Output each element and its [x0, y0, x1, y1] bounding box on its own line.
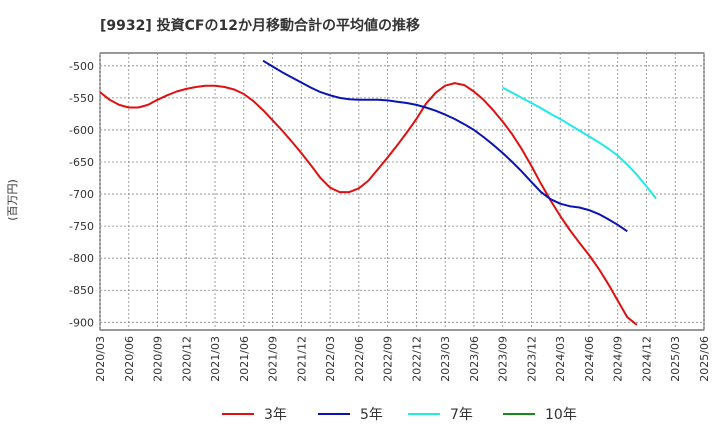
legend: 3年 5年 7年 10年 — [222, 407, 577, 423]
plot-area — [99, 52, 705, 331]
y-tick-label: -750 — [69, 220, 94, 233]
series-line — [262, 59, 628, 233]
x-tick-label: 2024/09 — [612, 336, 625, 382]
x-tick-label: 2021/03 — [209, 336, 222, 382]
x-tick-label: 2021/09 — [267, 336, 280, 382]
x-tick-label: 2024/06 — [583, 336, 596, 382]
x-tick-label: 2023/09 — [497, 336, 510, 382]
x-tick-label: 2025/03 — [669, 336, 682, 382]
y-axis-label: (百万円) — [6, 179, 19, 221]
x-tick-label: 2022/12 — [410, 336, 423, 382]
x-axis: 2020/03 2020/06 2020/09 2020/12 2021/03 2021/… — [94, 336, 711, 382]
series-lines — [99, 59, 657, 326]
y-tick-label: -600 — [69, 124, 94, 137]
chart-title: [9932] 投資CFの12か月移動合計の平均値の推移 — [100, 17, 420, 34]
legend-label: 7年 — [450, 407, 473, 423]
y-tick-label: -500 — [69, 60, 94, 73]
series-line — [502, 86, 657, 200]
x-tick-label: 2020/09 — [152, 336, 165, 382]
y-tick-label: -650 — [69, 156, 94, 169]
legend-label: 3年 — [264, 407, 287, 423]
legend-label: 10年 — [545, 407, 577, 423]
x-tick-label: 2021/12 — [295, 336, 308, 382]
y-tick-label: -550 — [69, 92, 94, 105]
y-tick-label: -800 — [69, 252, 94, 265]
x-tick-label: 2023/06 — [468, 336, 481, 382]
x-tick-label: 2022/09 — [382, 336, 395, 382]
y-tick-label: -900 — [69, 316, 94, 329]
legend-label: 5年 — [360, 407, 383, 423]
x-tick-label: 2024/12 — [640, 336, 653, 382]
series-line — [99, 82, 638, 326]
y-tick-label: -850 — [69, 284, 94, 297]
grid — [99, 53, 705, 330]
x-tick-label: 2020/03 — [94, 336, 107, 382]
x-tick-label: 2025/06 — [698, 336, 711, 382]
x-tick-label: 2021/06 — [238, 336, 251, 382]
x-tick-label: 2020/06 — [123, 336, 136, 382]
y-tick-label: -700 — [69, 188, 94, 201]
x-tick-label: 2023/03 — [439, 336, 452, 382]
x-tick-label: 2022/03 — [324, 336, 337, 382]
x-tick-label: 2024/03 — [554, 336, 567, 382]
x-tick-label: 2020/12 — [180, 336, 193, 382]
y-axis: -500 -550 -600 -650 -700 -750 -800 -850 -900 — [69, 60, 94, 329]
x-tick-label: 2022/06 — [353, 336, 366, 382]
x-tick-label: 2023/12 — [525, 336, 538, 382]
